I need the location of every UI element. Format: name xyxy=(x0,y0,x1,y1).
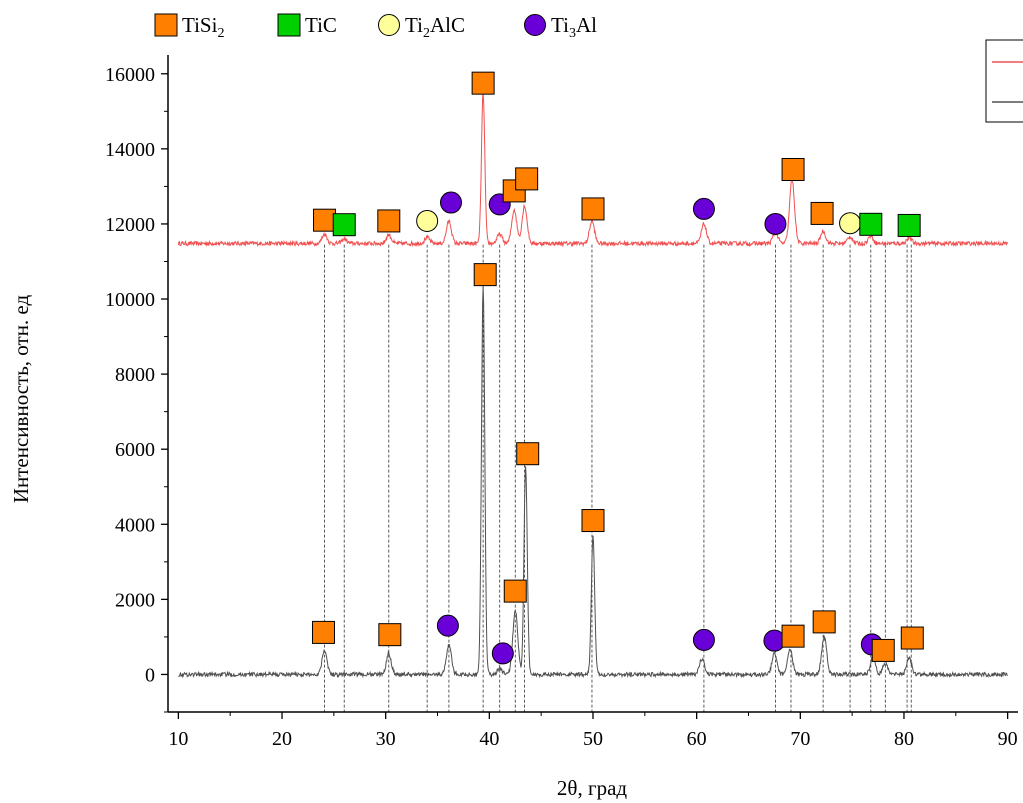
x-tick-label-0: 10 xyxy=(168,728,188,750)
y-tick-label-8: 16000 xyxy=(105,64,155,86)
inset-legend xyxy=(985,39,1023,123)
marker-top-1 xyxy=(332,213,356,237)
y-tick-label-3: 6000 xyxy=(115,439,155,461)
x-tick-label-1: 20 xyxy=(272,728,292,750)
marker-bottom-0 xyxy=(311,620,335,644)
marker-bottom-4 xyxy=(491,642,514,665)
legend-label-3: Ti3Al xyxy=(551,13,597,41)
marker-top-0 xyxy=(313,208,337,232)
x-tick-label-3: 40 xyxy=(479,728,499,750)
x-tick-label-8: 90 xyxy=(998,728,1018,750)
marker-bottom-5 xyxy=(503,579,527,603)
x-tick-label-5: 60 xyxy=(687,728,707,750)
marker-top-4 xyxy=(439,191,462,214)
x-tick-label-7: 80 xyxy=(894,728,914,750)
marker-top-3 xyxy=(416,209,439,232)
x-tick-label-6: 70 xyxy=(790,728,810,750)
y-tick-label-7: 14000 xyxy=(105,139,155,161)
marker-bottom-3 xyxy=(473,263,497,287)
x-axis-title: 2θ, град xyxy=(557,776,627,800)
legend-label-0: TiSi2 xyxy=(182,13,224,41)
legend-symbol-0 xyxy=(154,13,178,37)
y-axis-title: Интенсивность, отн. ед xyxy=(9,295,33,504)
legend-symbol-2 xyxy=(378,14,400,36)
legend-label-2: Ti2AlC xyxy=(405,13,465,41)
marker-top-11 xyxy=(764,212,787,235)
marker-top-12 xyxy=(781,158,805,182)
y-tick-label-5: 10000 xyxy=(105,289,155,311)
legend-symbol-1 xyxy=(277,13,301,37)
marker-top-8 xyxy=(515,167,539,191)
y-tick-label-0: 0 xyxy=(145,664,155,686)
inset-legend-box xyxy=(985,39,1023,123)
marker-top-2 xyxy=(377,209,401,233)
marker-bottom-1 xyxy=(378,623,402,647)
marker-top-10 xyxy=(692,197,715,220)
marker-top-14 xyxy=(839,212,862,235)
marker-top-5 xyxy=(471,71,495,95)
marker-bottom-7 xyxy=(581,509,605,533)
marker-bottom-10 xyxy=(781,624,805,648)
marker-bottom-14 xyxy=(900,626,924,650)
series-line-1 xyxy=(178,286,1008,679)
y-tick-label-1: 2000 xyxy=(115,589,155,611)
axes: 0 2000 4000 6000 8000 10000 12000 14000 16000 10 2… xyxy=(105,55,1018,750)
marker-bottom-2 xyxy=(436,614,459,637)
marker-bottom-11 xyxy=(812,610,836,634)
series-line-0 xyxy=(177,91,1009,248)
y-tick-label-4: 8000 xyxy=(115,364,155,386)
phase-legend: TiSi2 TiC Ti2AlC Ti3Al xyxy=(154,13,597,41)
y-tick-label-2: 4000 xyxy=(115,514,155,536)
reference-lines xyxy=(324,244,912,712)
marker-top-16 xyxy=(897,213,921,237)
x-tick-label-4: 50 xyxy=(583,728,603,750)
marker-bottom-13 xyxy=(871,638,895,662)
phase-markers xyxy=(311,71,924,665)
legend-symbol-3 xyxy=(524,14,546,36)
marker-top-13 xyxy=(810,201,834,225)
x-tick-label-2: 30 xyxy=(376,728,396,750)
marker-bottom-6 xyxy=(516,442,540,466)
marker-bottom-8 xyxy=(692,628,715,651)
y-tick-label-6: 12000 xyxy=(105,214,155,236)
series-group xyxy=(177,91,1009,679)
marker-top-9 xyxy=(581,197,605,221)
legend-label-1: TiC xyxy=(305,13,337,37)
marker-top-15 xyxy=(859,212,883,236)
